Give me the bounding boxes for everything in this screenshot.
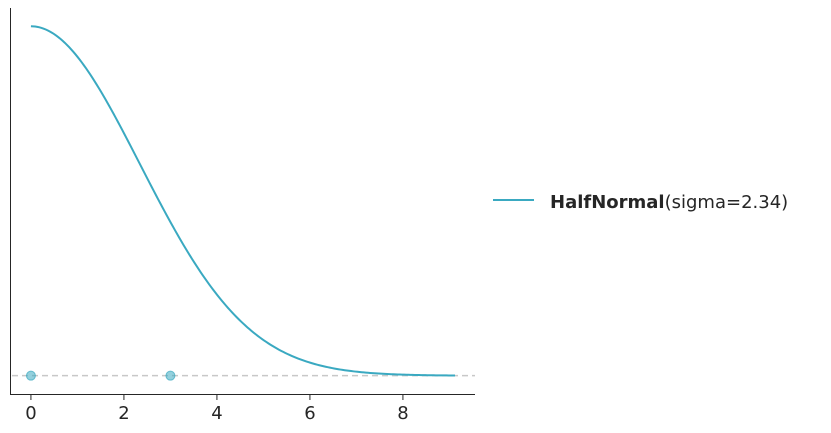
x-tick-label: 0	[25, 403, 36, 424]
data-marker	[165, 370, 176, 381]
markers	[25, 370, 176, 381]
x-tick-label: 6	[304, 403, 315, 424]
x-tick-label: 8	[397, 403, 408, 424]
legend: HalfNormal(sigma=2.34)	[493, 192, 788, 213]
legend-label-params: (sigma=2.34)	[665, 192, 789, 213]
legend-label-name: HalfNormal	[550, 192, 665, 213]
series-line-halfnormal	[30, 25, 456, 377]
x-tick-label: 2	[118, 403, 129, 424]
legend-label: HalfNormal(sigma=2.34)	[550, 192, 788, 213]
data-marker	[25, 370, 36, 381]
x-tick-label: 4	[211, 403, 222, 424]
x-ticks: 0 2 4 6 8	[25, 394, 409, 424]
